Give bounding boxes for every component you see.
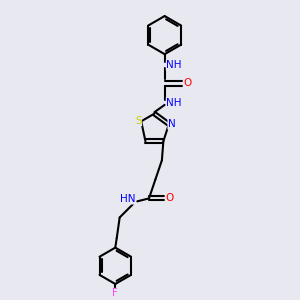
Text: O: O: [165, 194, 174, 203]
Text: NH: NH: [166, 60, 182, 70]
Text: S: S: [135, 116, 142, 126]
Text: HN: HN: [120, 194, 136, 204]
Text: F: F: [112, 288, 118, 298]
Text: NH: NH: [166, 98, 182, 107]
Text: N: N: [168, 119, 176, 129]
Text: O: O: [183, 79, 192, 88]
